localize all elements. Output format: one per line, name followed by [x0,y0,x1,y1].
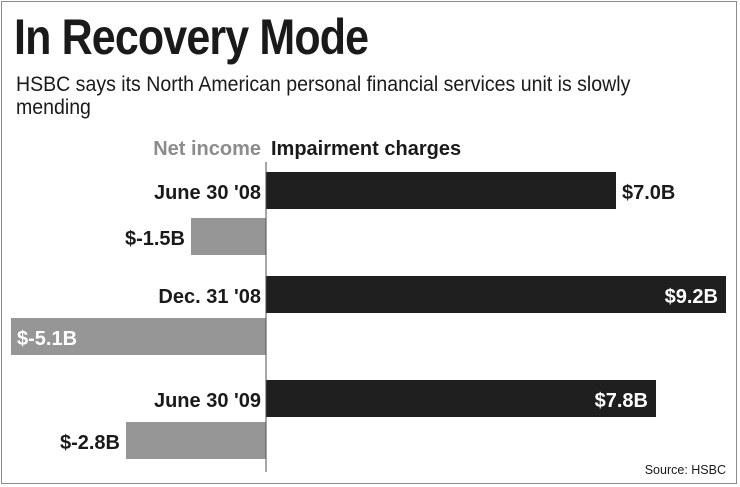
net-income-value-label: $-2.8B [60,432,120,454]
net-income-bar [126,422,266,459]
impairment-value-label: $7.8B [595,390,648,412]
impairment-value-label: $9.2B [665,286,718,308]
chart-subtitle: HSBC says its North American personal fi… [16,73,631,119]
impairment-bar [266,276,726,313]
category-label: June 30 '08 [154,182,261,204]
category-label: June 30 '09 [154,390,261,412]
chart-title: In Recovery Mode [14,9,369,65]
legend-net-income: Net income [153,138,261,160]
net-income-bar [191,218,266,255]
impairment-value-label: $7.0B [622,182,675,204]
category-label: Dec. 31 '08 [158,286,261,308]
net-income-value-label: $-1.5B [125,228,185,250]
net-income-bar [11,318,266,355]
net-income-value-label: $-5.1B [17,328,77,350]
source-note: Source: HSBC [644,463,726,477]
legend-impairment-charges: Impairment charges [271,138,461,160]
impairment-bar [266,172,616,209]
impairment-bar [266,380,656,417]
